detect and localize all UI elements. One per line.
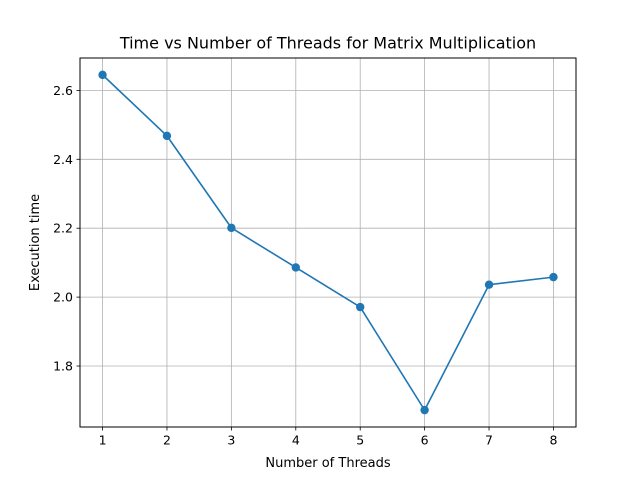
data-point [420,405,429,415]
y-tick-label: 2.2 [53,221,73,236]
x-tick-label: 6 [421,433,429,448]
plot-frame [79,57,577,428]
x-tick-label: 7 [485,433,493,448]
x-tick-label: 4 [292,433,300,448]
series-group [98,70,558,415]
data-point [162,131,172,141]
y-tick-label: 2.0 [53,290,73,305]
data-point [356,302,365,312]
x-axis-label: Number of Threads [265,456,390,471]
data-point [227,223,236,233]
data-point [98,70,107,80]
x-tick-label: 1 [99,433,107,448]
chart-title: Time vs Number of Threads for Matrix Mul… [119,34,536,53]
grid [80,58,576,427]
data-point [549,272,558,282]
ticks: 1 2 3 4 5 6 7 8 1.8 2.0 2.2 2.4 2.6 [53,83,557,448]
x-tick-label: 5 [356,433,364,448]
y-tick-label: 2.6 [53,83,73,98]
x-tick-label: 3 [227,433,235,448]
y-axis-label: Execution time [28,194,43,291]
data-point [291,263,300,272]
series-line [101,74,554,411]
y-tick-label: 1.8 [53,359,73,374]
x-tick-label: 2 [163,433,171,448]
data-point [484,280,494,289]
x-tick-label: 8 [549,433,557,448]
y-tick-label: 2.4 [53,152,73,167]
